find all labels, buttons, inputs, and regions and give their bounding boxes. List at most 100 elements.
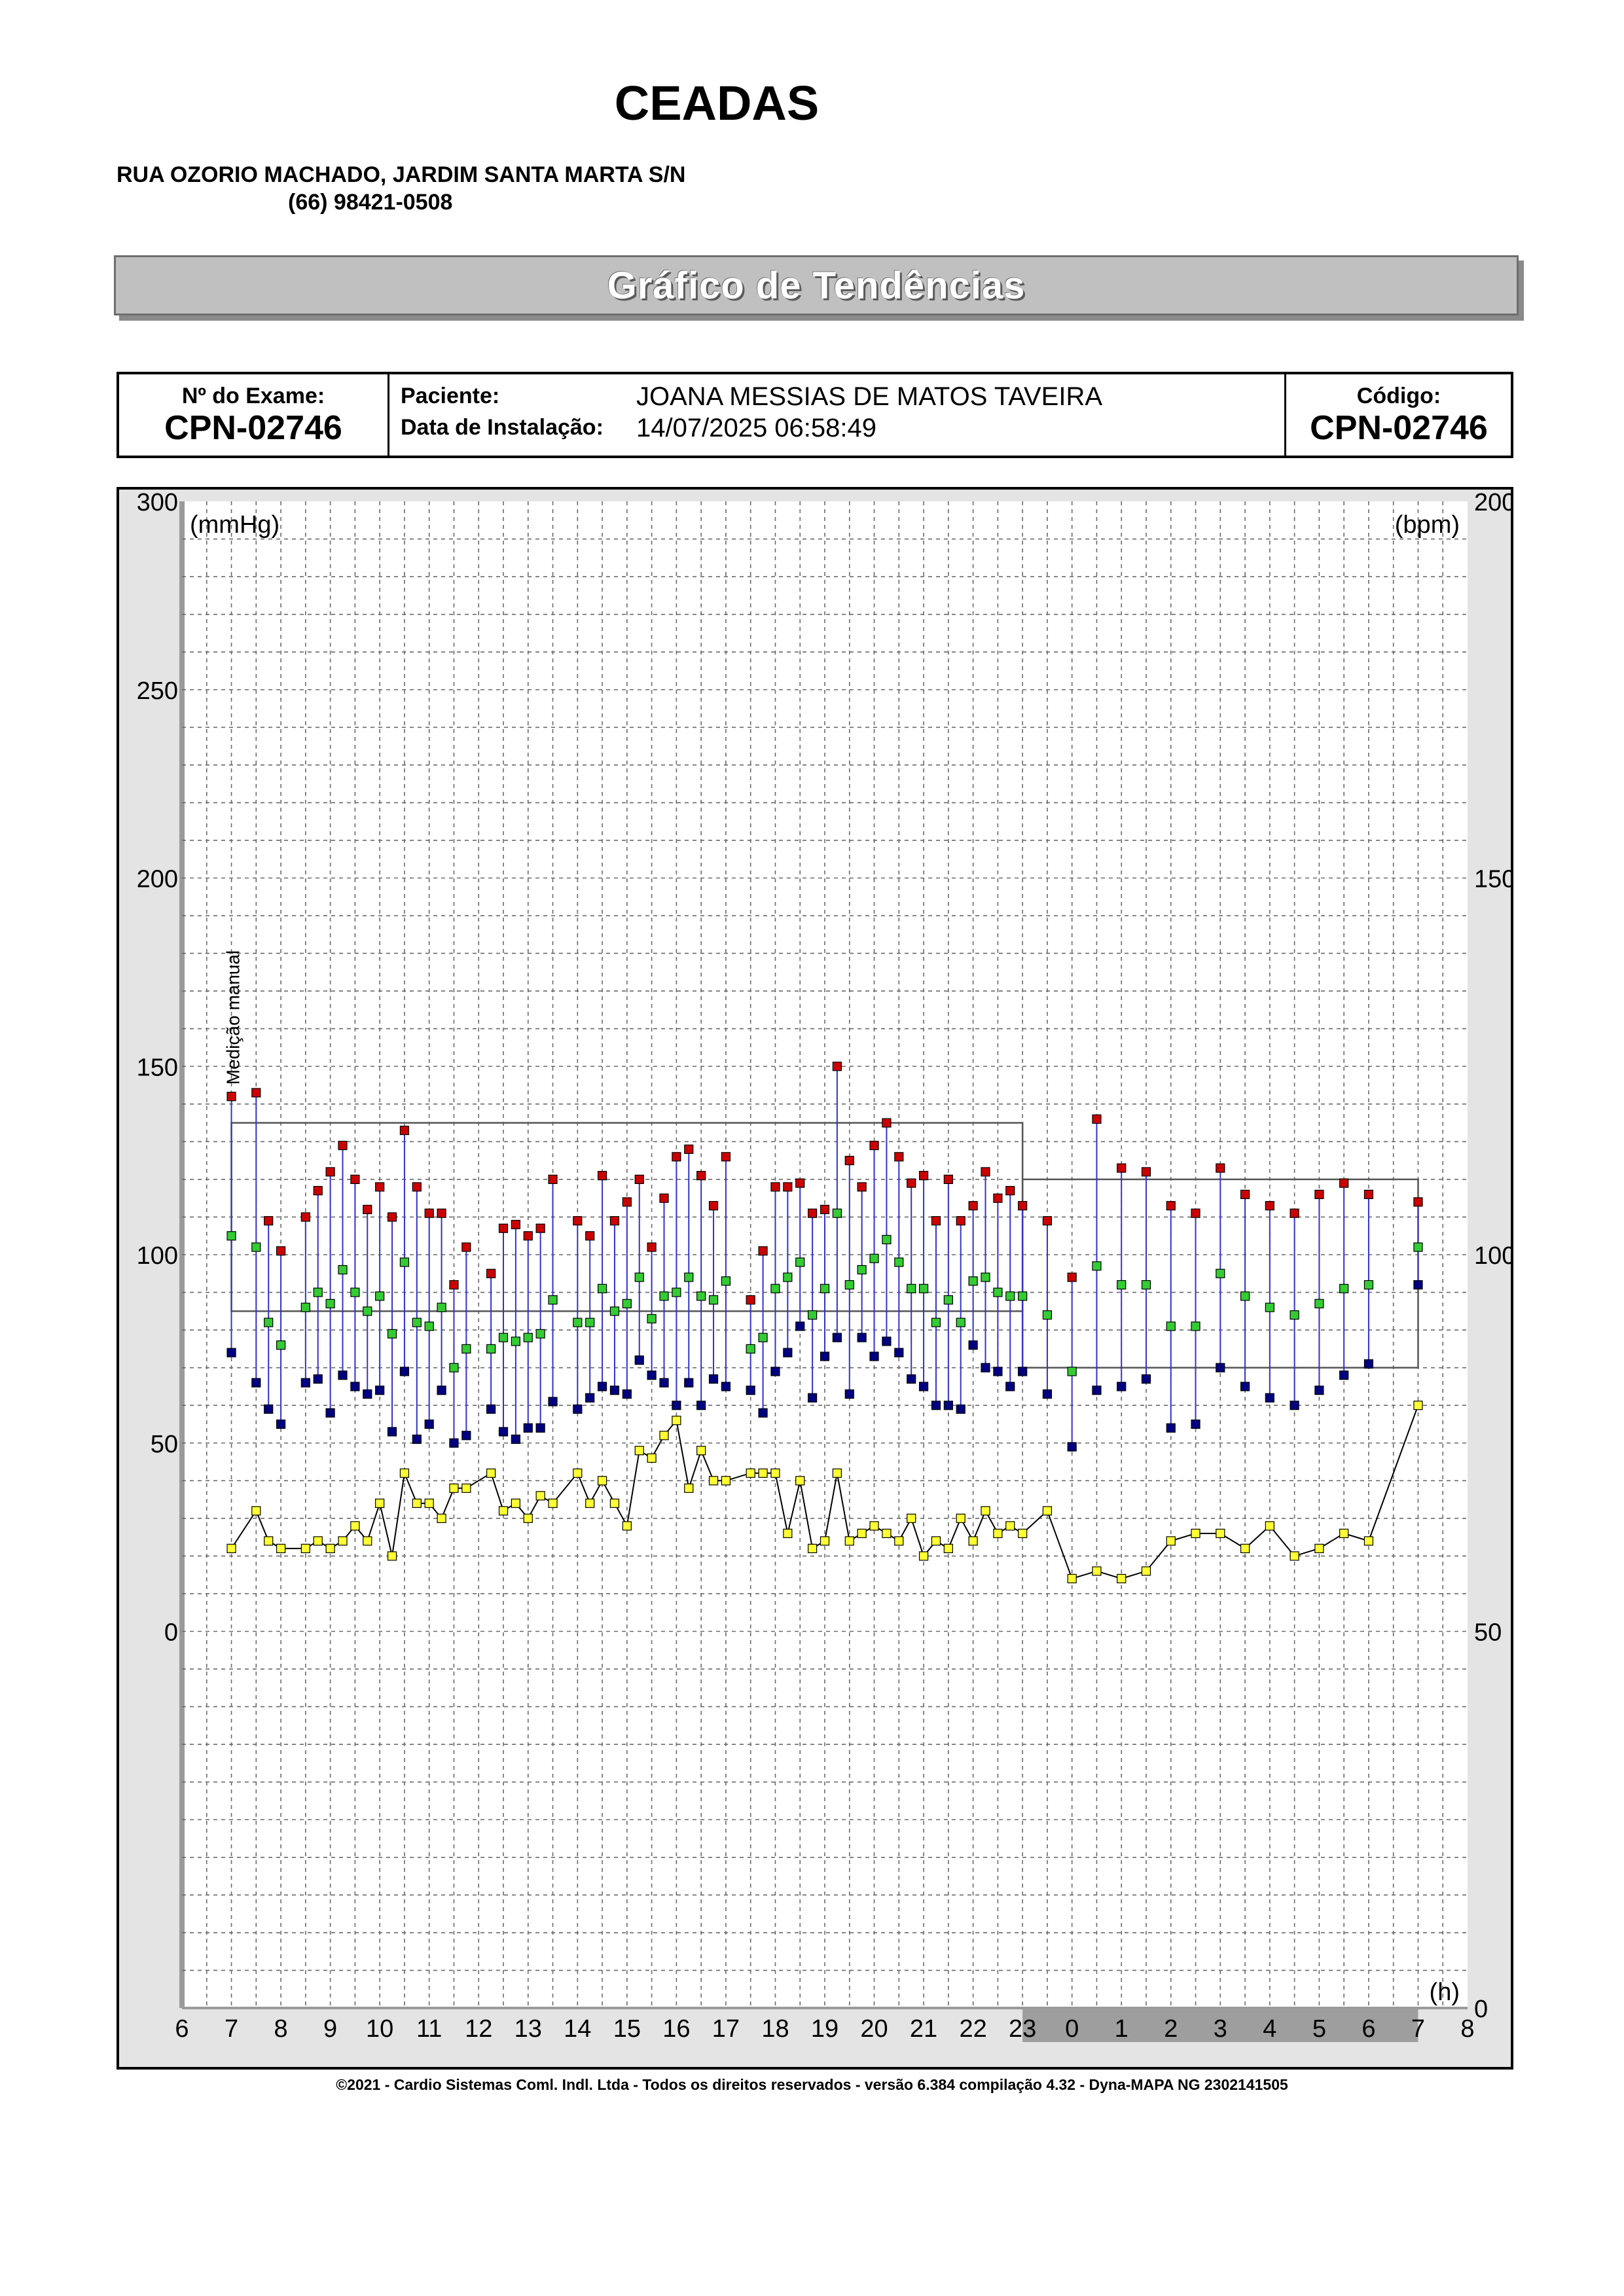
mean-pressure-point (1413, 1242, 1423, 1252)
systolic-point (276, 1246, 286, 1256)
heart-rate-point (1216, 1528, 1225, 1538)
diastolic-point (363, 1389, 372, 1399)
heart-rate-point (399, 1468, 410, 1478)
systolic-point (264, 1216, 274, 1226)
heart-rate-point (1092, 1566, 1102, 1576)
heart-rate-point (968, 1536, 978, 1546)
heart-rate-point (1240, 1543, 1250, 1553)
diastolic-point (844, 1389, 854, 1399)
systolic-point (907, 1178, 916, 1188)
systolic-point (647, 1242, 657, 1252)
mean-pressure-point (264, 1318, 274, 1327)
diastolic-point (857, 1333, 867, 1342)
mean-pressure-point (795, 1257, 805, 1267)
diastolic-point (424, 1419, 434, 1429)
heart-rate-point (672, 1416, 681, 1426)
mean-pressure-point (412, 1318, 422, 1327)
diastolic-point (918, 1382, 929, 1391)
heart-rate-point (251, 1506, 261, 1516)
mean-pressure-point (956, 1318, 965, 1327)
systolic-point (1290, 1208, 1299, 1218)
patient-label: Paciente: (401, 384, 500, 408)
exam-info-box: Nº do Exame: CPN-02746 Paciente: JOANA M… (117, 372, 1513, 458)
left-axis-tick-label: 0 (164, 1619, 178, 1647)
clinic-address: RUA OZORIO MACHADO, JARDIM SANTA MARTA S… (117, 162, 686, 187)
x-axis-tick-label: 11 (416, 2015, 442, 2043)
mean-pressure-point (1265, 1302, 1274, 1312)
heart-rate-point (918, 1551, 929, 1561)
mean-pressure-point (981, 1272, 990, 1282)
diastolic-point (535, 1423, 545, 1433)
heart-rate-point (511, 1498, 520, 1508)
heart-rate-point (461, 1483, 471, 1493)
mean-pressure-point (350, 1287, 360, 1297)
diastolic-point (375, 1386, 385, 1395)
systolic-point (609, 1216, 620, 1226)
diastolic-point (943, 1401, 953, 1410)
diastolic-point (548, 1397, 558, 1407)
heart-rate-point (931, 1536, 941, 1546)
heart-rate-point (226, 1543, 236, 1553)
heart-rate-point (696, 1446, 706, 1456)
x-axis-tick-label: 15 (613, 2015, 641, 2043)
systolic-point (770, 1182, 780, 1192)
heart-rate-point (1005, 1521, 1015, 1531)
mean-pressure-point (1005, 1291, 1015, 1301)
heart-rate-point (1314, 1543, 1324, 1553)
right-axis-tick-label: 0 (1474, 1996, 1488, 2023)
mean-pressure-point (1042, 1310, 1053, 1320)
diastolic-point (523, 1423, 533, 1433)
footer-copyright: ©2021 - Cardio Sistemas Coml. Indl. Ltda… (336, 2076, 1288, 2093)
report-title: Gráfico de Tendências (607, 264, 1026, 307)
mean-pressure-point (721, 1276, 731, 1286)
systolic-point (1092, 1114, 1102, 1124)
heart-rate-point (313, 1536, 323, 1546)
code-value: CPN-02746 (1310, 409, 1488, 447)
mean-pressure-point (1067, 1367, 1077, 1376)
heart-rate-point (350, 1521, 360, 1531)
systolic-point (622, 1197, 632, 1207)
systolic-point (1005, 1186, 1015, 1196)
mean-pressure-point (597, 1283, 607, 1293)
mean-pressure-point (276, 1340, 286, 1350)
heart-rate-point (276, 1543, 286, 1553)
mean-pressure-point (449, 1363, 459, 1372)
title-bar: Gráfico de Tendências (114, 255, 1519, 315)
systolic-point (363, 1204, 372, 1215)
heart-rate-point (548, 1498, 558, 1508)
mean-pressure-point (832, 1208, 842, 1218)
left-axis-tick-label: 200 (137, 866, 178, 893)
mean-pressure-point (869, 1253, 879, 1263)
diastolic-point (746, 1386, 755, 1395)
heart-rate-point (325, 1543, 335, 1553)
mean-pressure-point (659, 1291, 669, 1301)
systolic-point (412, 1182, 422, 1192)
diastolic-point (758, 1408, 768, 1418)
diastolic-point (1018, 1367, 1028, 1376)
mean-pressure-point (387, 1329, 397, 1338)
diastolic-point (832, 1333, 842, 1342)
diastolic-point (498, 1427, 509, 1437)
diastolic-point (1413, 1280, 1423, 1290)
diastolic-point (1191, 1419, 1200, 1429)
mean-pressure-point (1363, 1280, 1374, 1290)
diastolic-point (313, 1374, 323, 1384)
right-axis-unit-label: (bpm) (1395, 511, 1460, 539)
heart-rate-point (1042, 1506, 1053, 1516)
heart-rate-point (1067, 1573, 1077, 1584)
systolic-point (1166, 1201, 1176, 1211)
systolic-point (523, 1231, 533, 1241)
diastolic-point (585, 1393, 595, 1403)
heart-rate-point (907, 1513, 916, 1523)
systolic-point (597, 1171, 607, 1181)
diastolic-point (387, 1427, 397, 1437)
x-axis-tick-label: 4 (1263, 2015, 1276, 2043)
mean-pressure-point (300, 1302, 310, 1312)
systolic-point (1191, 1208, 1200, 1218)
heart-rate-point (634, 1446, 644, 1456)
diastolic-point (412, 1434, 422, 1444)
mean-pressure-point (226, 1231, 236, 1241)
mean-pressure-point (338, 1265, 348, 1275)
systolic-point (535, 1223, 545, 1233)
heart-rate-point (1290, 1551, 1299, 1561)
